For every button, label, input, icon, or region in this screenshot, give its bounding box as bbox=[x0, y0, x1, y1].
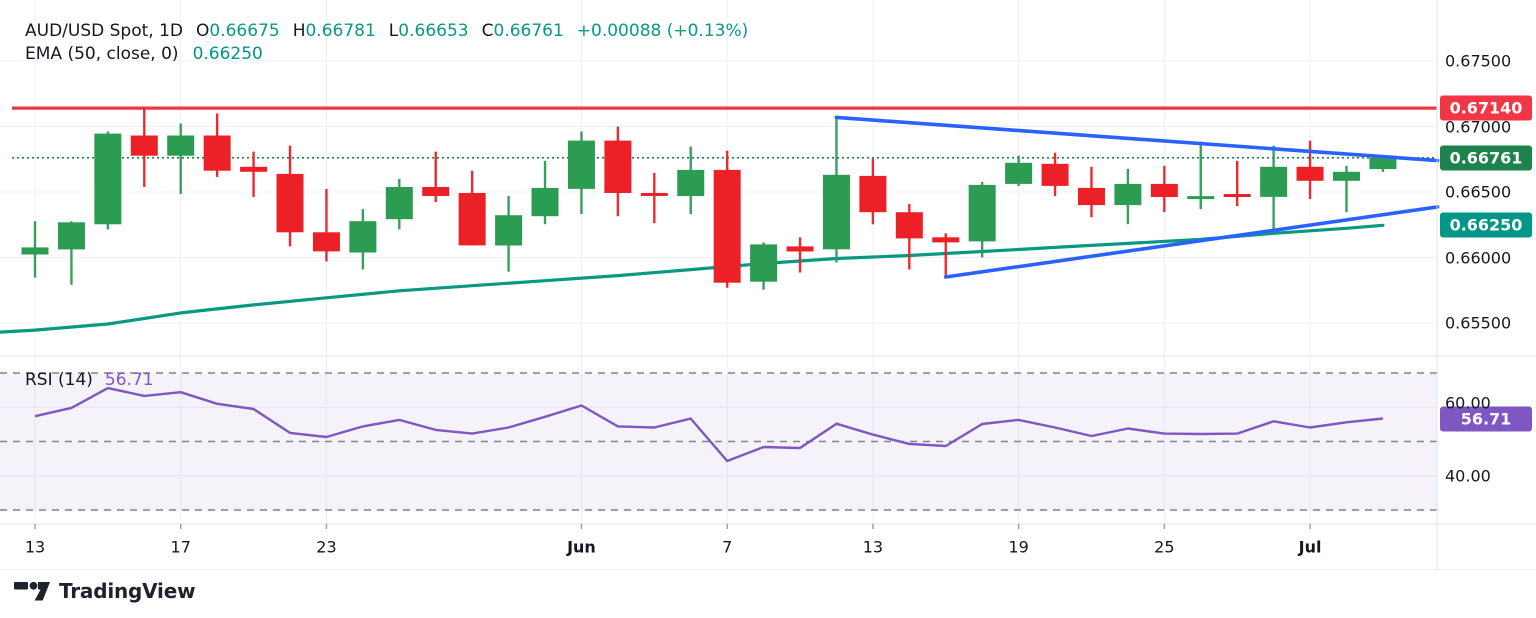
low-value: L0.66653 bbox=[388, 21, 469, 41]
close-value: C0.66761 bbox=[481, 21, 564, 41]
price-axis-tick-label: 0.66000 bbox=[1445, 248, 1512, 267]
candle-body-down bbox=[786, 246, 814, 252]
candle-body-down bbox=[422, 187, 450, 196]
time-axis-label: 19 bbox=[1008, 537, 1029, 557]
candle-body-up bbox=[1332, 171, 1360, 181]
rsi-indicator-value: 56.71 bbox=[104, 370, 154, 390]
candle-body-up bbox=[94, 133, 122, 225]
ema-indicator-value: 0.66250 bbox=[192, 44, 263, 64]
candle-body-down bbox=[276, 173, 304, 233]
candle-body-up bbox=[1114, 183, 1142, 206]
candle-body-up bbox=[968, 184, 996, 242]
rsi-indicator-label: RSI (14) bbox=[25, 370, 93, 390]
candle-body-up bbox=[1187, 196, 1215, 200]
candle-body-down bbox=[1296, 166, 1324, 181]
candle-body-down bbox=[1041, 163, 1069, 186]
candle-body-down bbox=[859, 175, 887, 213]
timeframe-label: 1D bbox=[159, 21, 183, 41]
candle-body-up bbox=[677, 169, 705, 197]
rsi-axis-tick-label: 60.00 bbox=[1445, 393, 1491, 413]
candle-body-up bbox=[495, 215, 523, 246]
ema-line bbox=[0, 223, 1385, 334]
candle-body-down bbox=[932, 237, 960, 243]
rsi-axis-tick-label: 40.00 bbox=[1445, 466, 1491, 486]
rsi-value-label: 56.71 bbox=[1440, 406, 1532, 432]
symbol-title[interactable]: AUD/USD Spot, 1D bbox=[25, 21, 183, 41]
time-axis-label: 25 bbox=[1154, 537, 1175, 557]
time-axis-label: Jun bbox=[567, 537, 596, 557]
candle-body-up bbox=[1005, 162, 1033, 184]
chart-svg[interactable] bbox=[0, 0, 1536, 570]
time-axis-label: 13 bbox=[862, 537, 884, 557]
resistance-price-label: 0.67140 bbox=[1440, 95, 1532, 121]
candle-body-up bbox=[385, 187, 413, 220]
last-price-label: 0.66761 bbox=[1440, 145, 1532, 171]
rsi-legend[interactable]: RSI (14) 56.71 bbox=[25, 370, 154, 390]
ema-price-label: 0.66250 bbox=[1440, 212, 1532, 238]
ema-indicator-label: EMA (50, close, 0) bbox=[25, 44, 179, 64]
candle-body-down bbox=[895, 212, 923, 239]
high-value: H0.66781 bbox=[292, 21, 376, 41]
tradingview-logo[interactable]: TradingView bbox=[14, 577, 196, 605]
candle-body-up bbox=[167, 135, 195, 156]
candle-body-down bbox=[458, 193, 486, 246]
ema-legend[interactable]: EMA (50, close, 0) 0.66250 bbox=[25, 44, 263, 64]
candle-body-down bbox=[312, 232, 340, 252]
open-value: O0.66675 bbox=[195, 21, 280, 41]
candle-body-up bbox=[21, 247, 49, 255]
time-axis-label: 23 bbox=[316, 537, 337, 557]
candle-body-up bbox=[1369, 157, 1397, 170]
time-axis-label: 13 bbox=[24, 537, 46, 557]
change-value: +0.00088 (+0.13%) bbox=[576, 21, 749, 41]
rsi-line bbox=[34, 386, 1384, 463]
price-axis-tick-label: 0.67500 bbox=[1445, 51, 1512, 71]
candle-body-down bbox=[640, 193, 668, 196]
candle-body-up bbox=[567, 140, 595, 189]
candle-body-up bbox=[750, 244, 778, 282]
candle-body-up bbox=[349, 221, 377, 253]
price-axis-tick-label: 0.67000 bbox=[1445, 117, 1512, 136]
time-axis-label: 17 bbox=[170, 537, 191, 557]
time-scale[interactable]: 13 17 23 Jun 7 13 19 25 Jul bbox=[0, 524, 1437, 570]
price-axis-tick-label: 0.66500 bbox=[1445, 182, 1512, 202]
time-axis-label: Jul bbox=[1298, 537, 1322, 557]
symbol-name: AUD/USD Spot, bbox=[25, 21, 154, 41]
time-axis-label: 7 bbox=[722, 537, 733, 557]
candle-body-down bbox=[713, 169, 741, 283]
symbol-legend[interactable]: AUD/USD Spot, 1D O0.66675 H0.66781 L0.66… bbox=[25, 21, 748, 41]
candle-body-down bbox=[1150, 183, 1178, 197]
candle-body-up bbox=[531, 187, 559, 217]
candle-body-down bbox=[1077, 187, 1105, 206]
candle-body-down bbox=[1223, 194, 1251, 197]
candle-body-down bbox=[203, 135, 231, 171]
lower-trendline[interactable] bbox=[943, 205, 1440, 279]
price-scale[interactable]: 0.67140 0.66761 0.66250 56.71 0.67500 0.6… bbox=[1437, 0, 1536, 524]
chart-canvas[interactable] bbox=[0, 0, 1536, 570]
tradingview-logo-text: TradingView bbox=[59, 579, 196, 603]
tradingview-logo-icon bbox=[14, 581, 50, 601]
candle-body-down bbox=[604, 140, 632, 193]
candle-body-up bbox=[1260, 166, 1288, 197]
candle-body-down bbox=[130, 135, 158, 156]
price-axis-tick-label: 0.65500 bbox=[1445, 313, 1512, 333]
upper-trendline[interactable] bbox=[834, 115, 1440, 163]
candle-body-up bbox=[57, 222, 85, 250]
candle-body-down bbox=[240, 166, 268, 172]
candle-body-up bbox=[822, 174, 850, 250]
